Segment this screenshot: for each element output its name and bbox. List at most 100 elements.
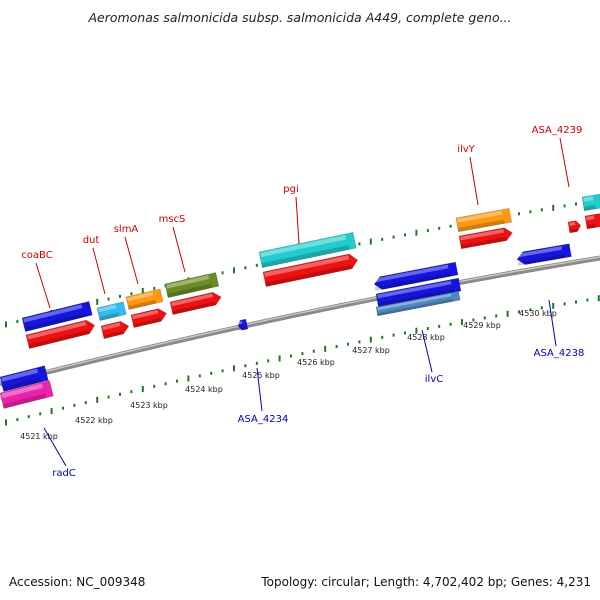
gene-dut-shade	[99, 312, 120, 321]
gene-mscS-cds[interactable]	[169, 291, 223, 316]
gene-label-ASA_4239[interactable]: ASA_4239	[532, 125, 583, 136]
gene-pgi-shine	[260, 234, 347, 258]
accession-text: Accession: NC_009348	[9, 575, 146, 589]
scale-label: 4526 kbp	[297, 358, 335, 367]
leader-line-radC	[43, 427, 67, 467]
leader-line-ASA_4238	[548, 299, 557, 347]
scale-label: 4528 kbp	[407, 333, 445, 342]
gene-radC-shape	[0, 365, 49, 392]
gene-ASA_4239-cds-shine	[569, 221, 576, 226]
gene-coaBC-cds-shine	[27, 321, 87, 340]
gene-label-ilvY[interactable]: ilvY	[457, 144, 475, 155]
gene-mscS-cds-shine	[171, 293, 213, 307]
gene-mscS-cds-shape	[169, 291, 222, 316]
gene-ilvY-cds[interactable]	[458, 227, 513, 250]
gene-mscS-shape	[164, 272, 220, 299]
gene-radC-b-shape	[0, 380, 54, 409]
gene-coaBC-shade	[24, 312, 86, 332]
leader-line-ASA_4239	[559, 137, 570, 188]
gene-ASA_4239-shine	[583, 196, 594, 202]
gene-label-mscS[interactable]: mscS	[159, 214, 186, 225]
gene-slmA-shape	[125, 288, 164, 311]
gene-pgi-cds-shine	[264, 255, 350, 277]
gene-pgi[interactable]	[258, 232, 357, 269]
gene-dut[interactable]	[96, 301, 127, 322]
leader-line-dut	[92, 247, 106, 295]
backbone-highlight	[0, 256, 600, 384]
leader-line-ilvY	[469, 156, 479, 206]
label-leaders	[35, 137, 570, 467]
gene-label-ASA_4234[interactable]: ASA_4234	[238, 414, 289, 425]
gene-ASA_4234-shape	[237, 318, 249, 331]
gene-ASA_4239-cds[interactable]	[567, 220, 582, 234]
gene-label-pgi[interactable]: pgi	[283, 184, 298, 195]
backbone-line	[0, 255, 600, 387]
scale-label: 4522 kbp	[75, 416, 113, 425]
gene-labels: coaBC dut slmA mscS pgi ilvY ASA_4239 radC ASA_4…	[21, 125, 584, 479]
gene-slmA-cds-shade	[133, 317, 162, 328]
gene-ASA_4239-cds-shade	[569, 228, 578, 233]
gene-dut-cds-shine	[102, 322, 121, 331]
gene-coaBC-shape	[21, 301, 93, 332]
gene-ilvC-shine	[374, 264, 449, 283]
gene-label-radC[interactable]: radC	[52, 468, 76, 479]
scale-labels: 4521 kbp 4522 kbp 4523 kbp 4524 kbp 4525 kbp…	[20, 309, 557, 441]
gene-radC-b-shade	[2, 393, 47, 409]
gene-ilvY-shine	[457, 210, 503, 223]
page-title: Aeromonas salmonicida subsp. salmonicida…	[88, 10, 512, 25]
scale-label: 4521 kbp	[20, 432, 58, 441]
gene-pgi-shade	[261, 245, 350, 268]
gene-features	[0, 193, 600, 409]
gene-dut-shine	[98, 304, 117, 313]
gene-ASA_4238-shape	[516, 243, 572, 265]
gene-slmA[interactable]	[125, 288, 164, 311]
gene-ASA_4234[interactable]	[237, 318, 249, 331]
gene-ASA_4238-shade	[517, 254, 565, 266]
gene-ASA_4239[interactable]	[581, 193, 600, 212]
gene-slmA-cds[interactable]	[130, 307, 168, 329]
gene-ilvY[interactable]	[455, 207, 512, 233]
gene-ilvC-shape	[373, 261, 459, 290]
leader-line-mscS	[172, 226, 186, 273]
gene-dut-cds[interactable]	[100, 320, 130, 340]
gene-ASA_4238[interactable]	[516, 243, 572, 266]
gene-coaBC-cds-shade	[28, 329, 90, 349]
leader-line-coaBC	[35, 262, 51, 309]
gene-ASA_4239-b[interactable]	[584, 213, 600, 230]
gene-slmA-cds-shape	[130, 308, 167, 329]
gene-ilvC-b[interactable]	[375, 277, 462, 308]
gene-ASA_4239-shade	[583, 205, 596, 211]
gene-coaBC-cds-shape	[25, 319, 96, 349]
gene-coaBC[interactable]	[21, 301, 93, 332]
gene-radC[interactable]	[0, 365, 49, 392]
leader-line-slmA	[124, 236, 139, 285]
gene-label-dut[interactable]: dut	[83, 235, 100, 246]
gene-coaBC-shine	[23, 304, 83, 323]
scale-label: 4527 kbp	[352, 346, 390, 355]
genome-backbone	[0, 255, 600, 387]
gene-slmA-shine	[127, 291, 154, 302]
leader-line-pgi	[295, 196, 300, 245]
gene-ASA_4239-b-shade	[586, 223, 597, 229]
gene-ASA_4234-shade	[238, 326, 245, 331]
gene-mscS-shade	[167, 283, 212, 298]
gene-ilvC-c-shape	[375, 290, 461, 317]
gene-label-ASA_4238[interactable]: ASA_4238	[534, 348, 585, 359]
gene-ilvY-shape	[455, 207, 512, 233]
gene-label-slmA[interactable]: slmA	[114, 224, 139, 235]
gene-ilvC-shade	[374, 272, 452, 291]
gene-dut-cds-shade	[103, 330, 124, 339]
leader-line-ilvC	[421, 329, 433, 373]
gene-label-ilvC[interactable]: ilvC	[425, 374, 443, 385]
gene-coaBC-cds[interactable]	[25, 318, 96, 349]
gene-pgi-cds[interactable]	[262, 253, 359, 288]
gene-pgi-cds-shade	[265, 264, 353, 287]
leader-line-ASA_4234	[256, 367, 263, 412]
gene-mscS[interactable]	[164, 272, 220, 299]
topology-text: Topology: circular; Length: 4,702,402 bp…	[261, 575, 591, 589]
gene-radC-b[interactable]	[0, 380, 54, 409]
gene-ilvC-c[interactable]	[375, 290, 461, 317]
gene-mscS-cds-shade	[172, 301, 216, 315]
gene-label-coaBC[interactable]: coaBC	[21, 250, 52, 261]
gene-ilvC[interactable]	[373, 261, 459, 291]
